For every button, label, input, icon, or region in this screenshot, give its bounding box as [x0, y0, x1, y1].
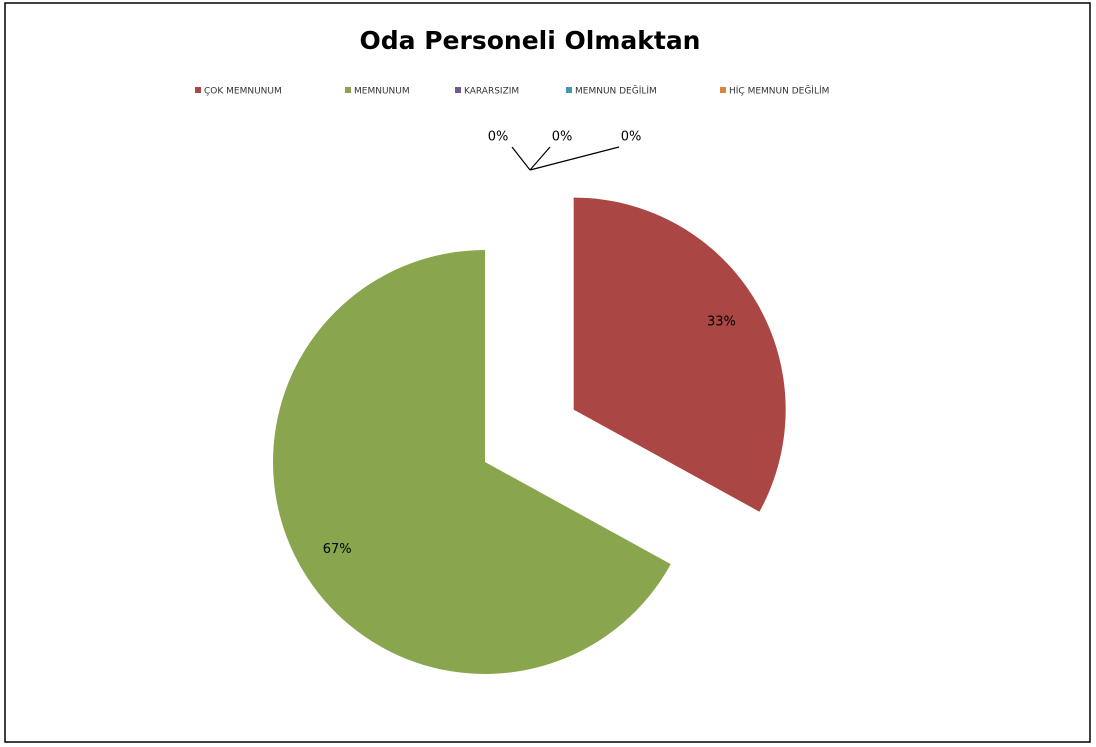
- legend-label: MEMNUNUM: [354, 87, 410, 97]
- legend-label: HİÇ MEMNUN DEĞİLİM: [729, 85, 829, 97]
- leader-line: [529, 146, 620, 171]
- data-label: 0%: [621, 130, 642, 145]
- chart-title: Oda Personeli Olmaktan: [360, 26, 701, 55]
- pie-slice: [573, 197, 786, 512]
- legend-swatch: [195, 87, 201, 93]
- data-label: 33%: [707, 315, 736, 330]
- legend-label: MEMNUN DEĞİLİM: [575, 85, 657, 97]
- data-label: 0%: [552, 130, 573, 145]
- legend-swatch: [345, 87, 351, 93]
- leader-line: [529, 146, 551, 171]
- data-label: 0%: [488, 130, 509, 145]
- pie-slice: [273, 250, 671, 674]
- legend-label: ÇOK MEMNUNUM: [204, 87, 282, 97]
- data-label: 67%: [323, 542, 352, 557]
- legend-swatch: [720, 87, 726, 93]
- leader-line: [511, 146, 531, 171]
- legend-swatch: [455, 87, 461, 93]
- legend-swatch: [566, 87, 572, 93]
- legend-label: KARARSIZIM: [464, 87, 519, 97]
